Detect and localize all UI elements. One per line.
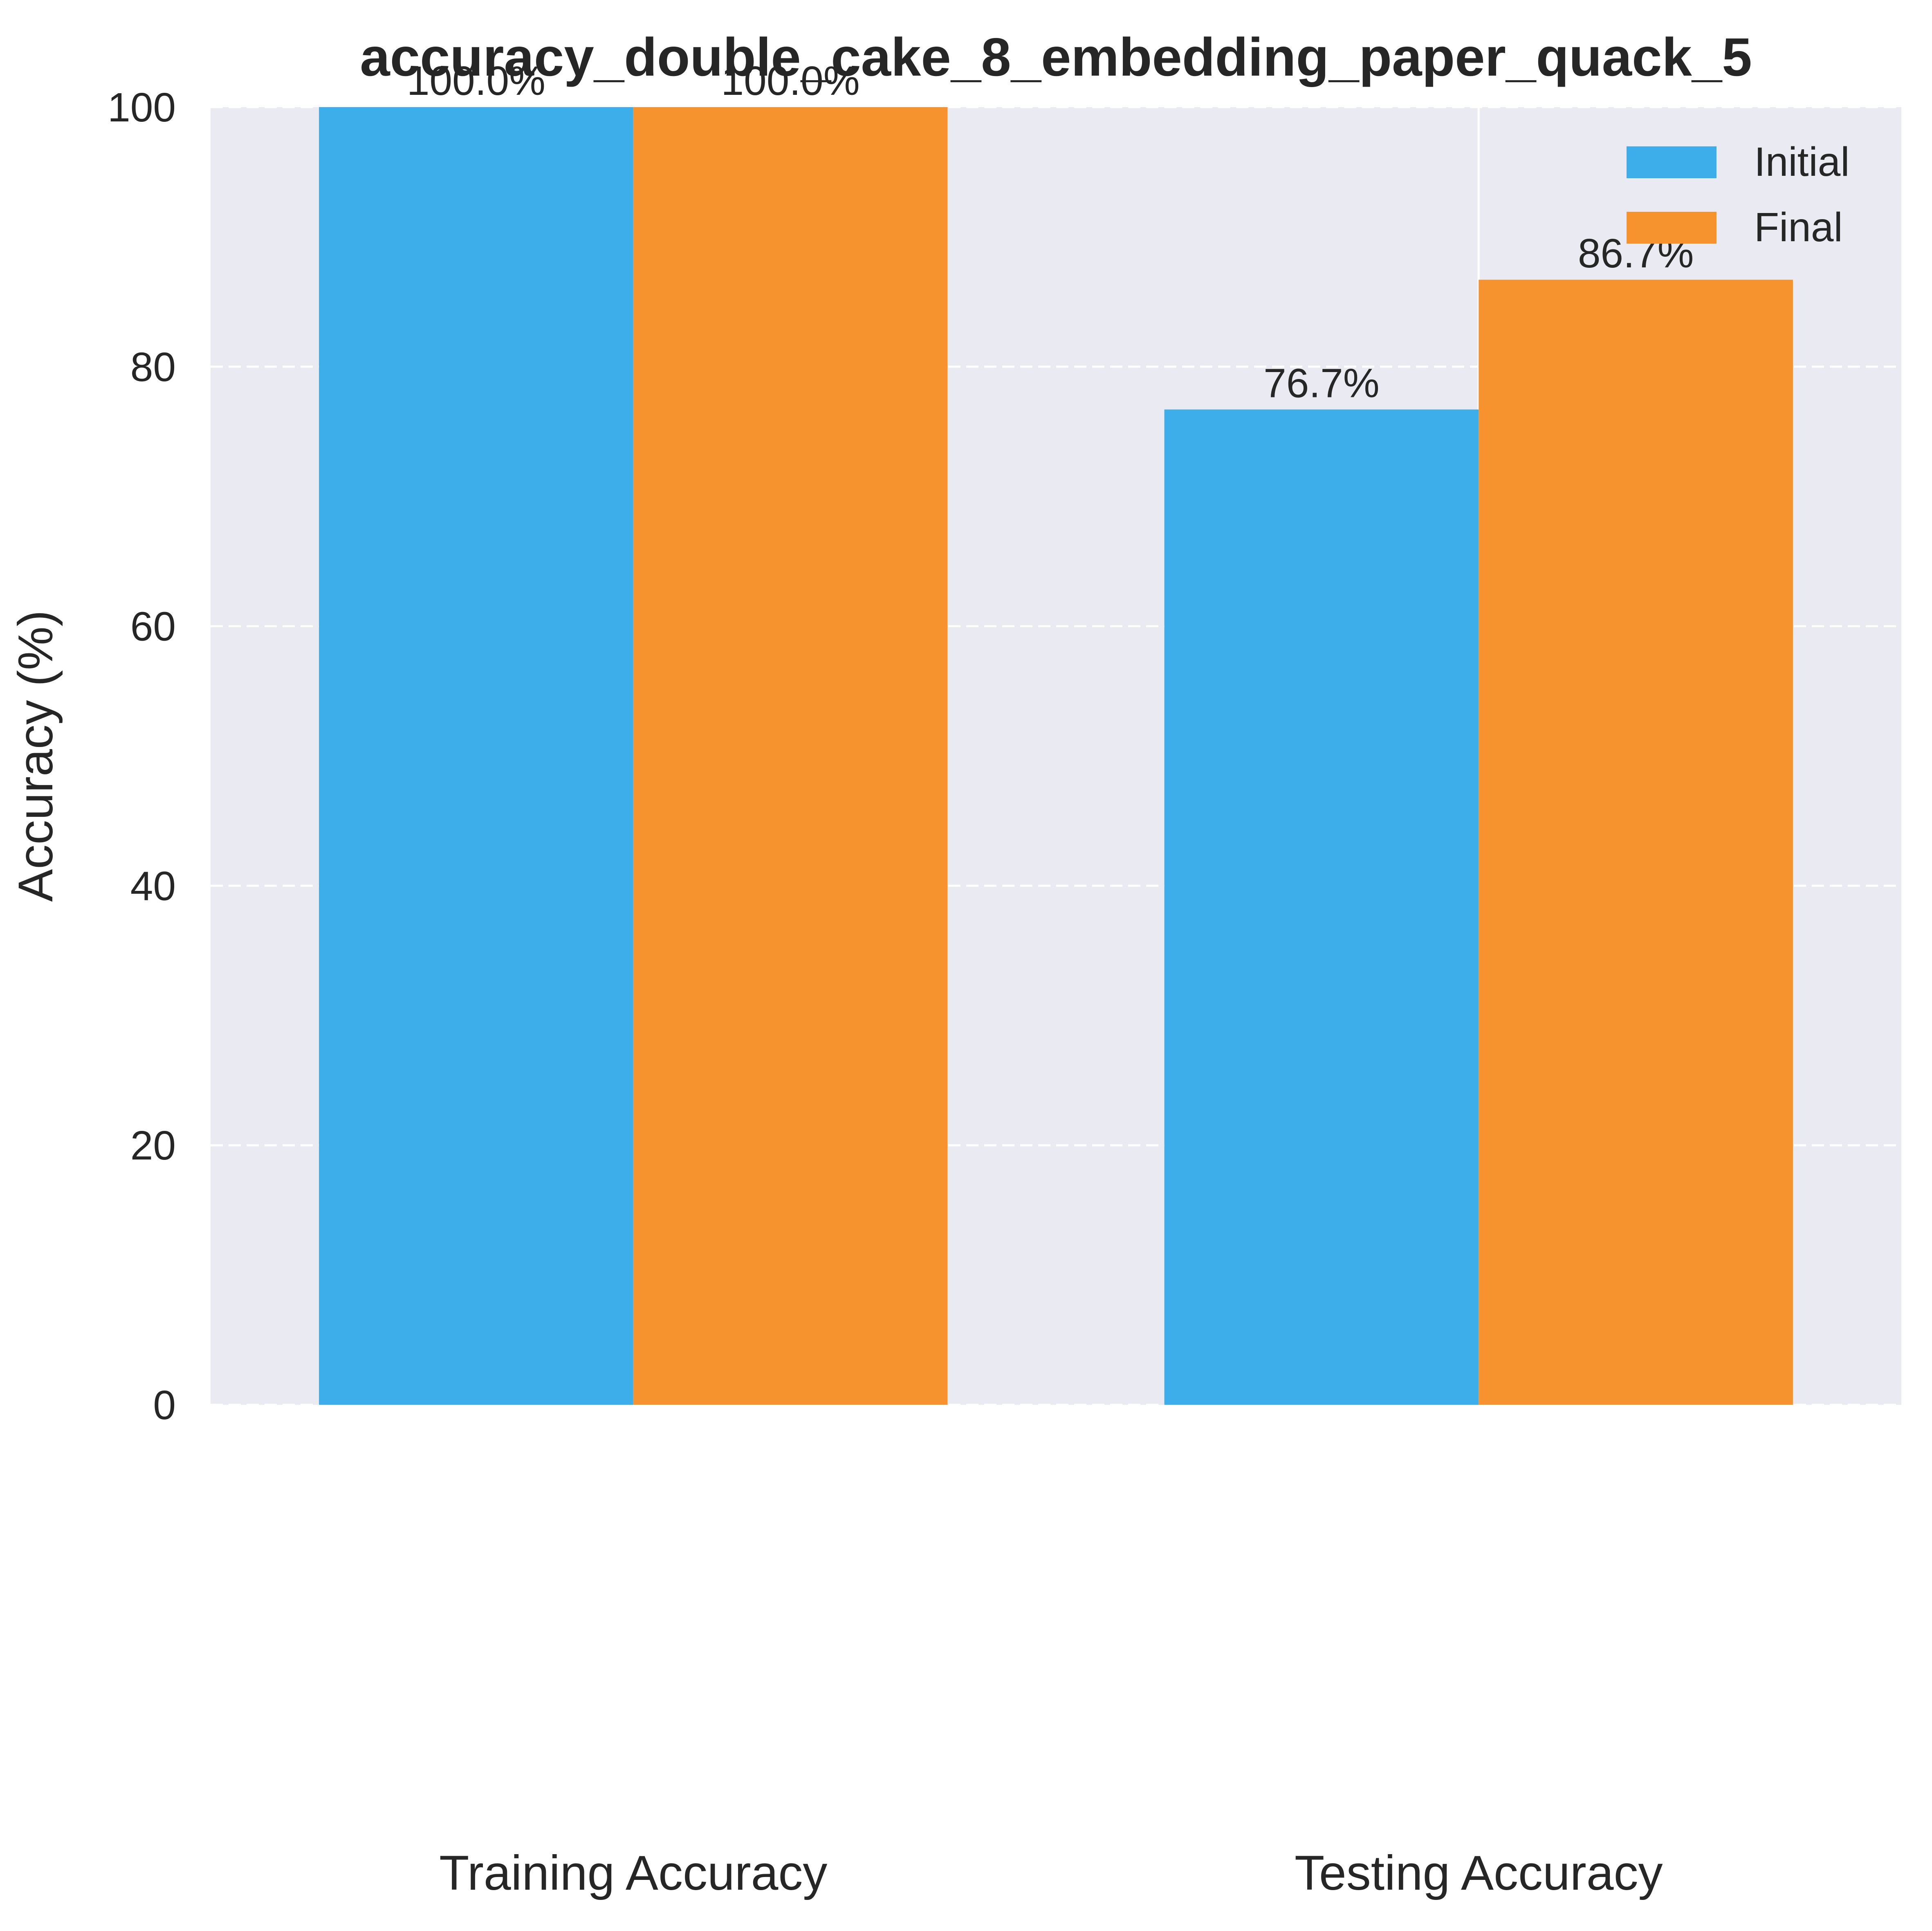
value-label: 100.0%	[721, 58, 860, 104]
y-tick-label: 40	[130, 863, 176, 909]
y-axis-label: Accuracy (%)	[8, 610, 63, 902]
x-tick-labels: Training Accuracy Testing Accuracy	[439, 1846, 1663, 1900]
bar-final-1	[633, 107, 948, 1405]
chart-title: accuracy_double_cake_8_embedding_paper_q…	[360, 27, 1752, 87]
legend-swatch-final	[1627, 212, 1717, 244]
y-tick-labels: 0 20 40 60 80 100	[108, 85, 176, 1428]
bar-initial-2	[1164, 409, 1479, 1405]
y-tick-label: 20	[130, 1123, 176, 1168]
legend-label-initial: Initial	[1754, 139, 1849, 185]
bars	[319, 107, 1793, 1405]
y-tick-label: 60	[130, 604, 176, 650]
y-tick-label: 100	[108, 85, 176, 130]
legend-swatch-initial	[1627, 146, 1717, 178]
y-tick-label: 0	[153, 1382, 176, 1428]
legend: Initial Final	[1627, 139, 1849, 250]
value-label: 76.7%	[1263, 361, 1380, 406]
bar-initial-1	[319, 107, 633, 1405]
legend-label-final: Final	[1754, 204, 1843, 250]
x-tick-label: Testing Accuracy	[1295, 1846, 1663, 1900]
value-labels: 100.0%76.7%100.0%86.7%	[407, 58, 1694, 406]
y-tick-label: 80	[130, 344, 176, 390]
value-label: 100.0%	[407, 58, 545, 104]
bar-final-2	[1479, 280, 1793, 1405]
x-tick-label: Training Accuracy	[439, 1846, 827, 1900]
